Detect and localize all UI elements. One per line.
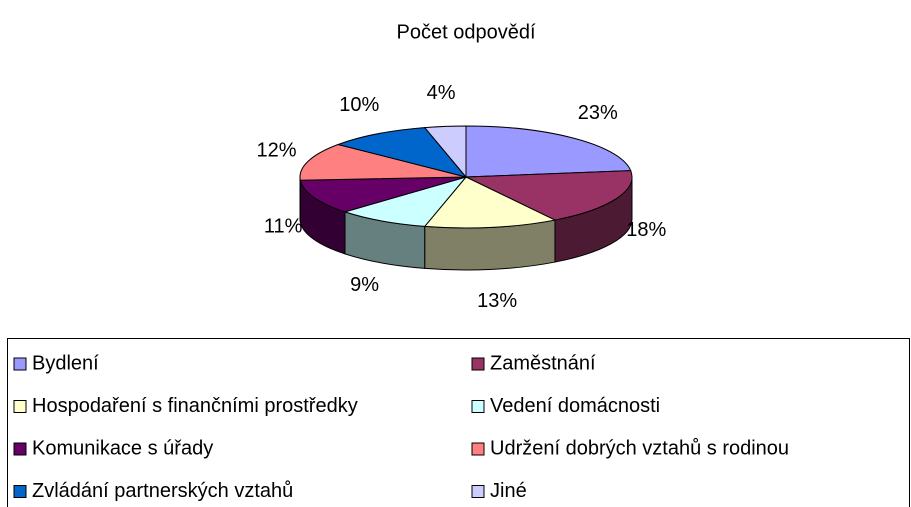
legend-swatch: [13, 400, 27, 413]
legend-label: Zvládání partnerských vztahů: [32, 480, 293, 502]
legend-label: Bydlení: [32, 352, 99, 374]
legend-swatch: [471, 357, 485, 371]
legend-label: Jiné: [490, 480, 527, 502]
chart-title: Počet odpovědí: [397, 21, 536, 43]
legend-label: Zaměstnání: [490, 352, 596, 374]
legend-swatch: [471, 442, 485, 456]
data-label: 23%: [578, 102, 618, 124]
pie-slice: [299, 176, 467, 213]
legend-label: Vedení domácnosti: [490, 395, 660, 417]
pie-slice: [465, 125, 632, 178]
legend-label: Hospodaření s finančními prostředky: [32, 395, 358, 417]
pie-slice: [336, 127, 468, 178]
pie-slice: [423, 176, 557, 229]
legend-swatch: [13, 485, 27, 498]
pie-slice: [465, 170, 633, 221]
legend-label: Udržení dobrých vztahů s rodinou: [490, 437, 789, 459]
pie-slice: [299, 143, 467, 181]
data-label: 4%: [427, 82, 456, 104]
legend-swatch: [13, 357, 27, 371]
data-label: 12%: [257, 139, 297, 161]
legend-swatch: [471, 485, 485, 498]
data-label: 10%: [339, 94, 379, 116]
legend-swatch: [13, 442, 27, 456]
legend-swatch: [471, 400, 485, 413]
pie-slice: [343, 176, 468, 227]
legend-box: [7, 338, 910, 507]
pie-slice: [423, 125, 467, 179]
data-label: 18%: [626, 219, 666, 241]
data-label: 13%: [477, 290, 517, 312]
data-label: 11%: [264, 215, 303, 237]
data-label: 9%: [350, 274, 379, 296]
legend-label: Komunikace s úřady: [32, 437, 213, 459]
